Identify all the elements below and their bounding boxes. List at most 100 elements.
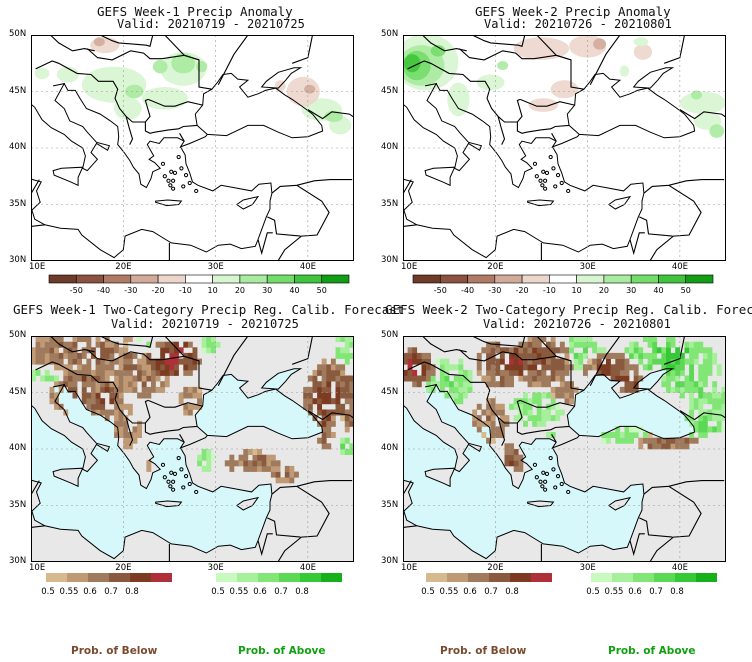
colorbar-swatch [439, 274, 468, 284]
lat-label: 35N [381, 198, 399, 209]
colorbar-label: 0.7 [484, 587, 498, 597]
lon-label: 10E [401, 563, 418, 573]
colorbar-swatch [151, 573, 172, 582]
lat-label: 50N [9, 29, 27, 39]
lon-label: 40E [671, 563, 689, 573]
prob-below-colorbar-2: 0.5 0.55 0.6 0.7 0.8 [421, 573, 552, 597]
colorbar-swatch [612, 573, 633, 582]
colorbar-label: 50 [681, 286, 691, 295]
colorbar-swatch [321, 573, 342, 582]
colorbar-swatch [549, 274, 577, 284]
map-frame [403, 35, 726, 261]
lat-label: 45N [9, 85, 27, 96]
colorbar-label: 0.7 [274, 587, 288, 597]
colorbar-swatch [157, 274, 186, 284]
colorbar-label: 10 [208, 286, 218, 295]
colorbar-label: 0.7 [104, 587, 118, 597]
colorbar-label: 40 [289, 286, 299, 295]
colorbar-swatch [576, 274, 605, 284]
prob-above-title-2: Prob. of Above [608, 645, 696, 657]
lon-label: 10E [29, 563, 46, 573]
lon-label: 30E [579, 563, 596, 573]
colorbar-swatch [321, 274, 350, 284]
map-coastlines [403, 67, 726, 261]
map-grid [31, 35, 354, 261]
lat-label: 50N [9, 330, 27, 340]
panel-2-title: GEFS Week-2 Precip Anomaly [475, 4, 671, 19]
colorbar-label: 0.6 [83, 587, 97, 597]
colorbar-label: 30 [262, 286, 272, 295]
map-borders [403, 35, 726, 261]
colorbar-swatch [266, 274, 295, 284]
colorbar-swatch [48, 274, 77, 284]
lon-label: 40E [671, 262, 689, 272]
colorbar-label: 0.55 [230, 587, 249, 597]
map-frame [403, 336, 726, 562]
lat-label: 45N [9, 386, 27, 397]
colorbar-label: -10 [179, 286, 192, 295]
colorbar-label: 0.5 [41, 587, 55, 597]
map-week1-probability [31, 336, 354, 562]
colorbar-swatch [521, 274, 550, 284]
map-week2-anomaly [403, 35, 726, 261]
colorbar-label: 0.5 [211, 587, 225, 597]
probability-cells [403, 336, 726, 472]
colorbar-swatch [103, 274, 132, 284]
panel-3-valid: Valid: 20210719 - 20210725 [111, 317, 299, 331]
lat-label: 40N [9, 142, 27, 152]
colorbar-swatch [88, 573, 109, 582]
lat-label: 40N [381, 443, 399, 453]
panel-2-valid: Valid: 20210726 - 20210801 [484, 17, 672, 31]
lon-label: 40E [299, 262, 317, 272]
lat-label: 30N [9, 255, 27, 265]
map-borders [403, 336, 726, 562]
colorbar-label: 0.5 [421, 587, 435, 597]
prob-above-colorbar-2: 0.5 0.55 0.6 0.7 0.8 [586, 573, 717, 597]
lon-label: 10E [29, 262, 46, 272]
colorbar-swatch [216, 573, 237, 582]
colorbar-label: 0.6 [253, 587, 267, 597]
colorbar-label: 0.8 [505, 587, 519, 597]
colorbar-swatch [426, 573, 447, 582]
colorbar-swatch [75, 274, 104, 284]
colorbar-label: 30 [626, 286, 636, 295]
prob-below-title-2: Prob. of Below [440, 645, 527, 657]
colorbar-label: 20 [235, 286, 245, 295]
colorbar-swatch [130, 573, 151, 582]
colorbar-label: 0.55 [605, 587, 624, 597]
anomaly-colorbar-1: -50 -40 -30 -20 -10 10 20 30 40 50 [48, 274, 350, 295]
colorbar-swatch [237, 573, 258, 582]
map-frame [31, 35, 354, 261]
panel-1-title: GEFS Week-1 Precip Anomaly [97, 4, 293, 19]
colorbar-label: -10 [543, 286, 556, 295]
panel-3-title: GEFS Week-1 Two-Category Precip Reg. Cal… [13, 302, 405, 317]
lat-label: 40N [381, 142, 399, 152]
prob-below-colorbar-1: 0.5 0.55 0.6 0.7 0.8 [41, 573, 172, 597]
colorbar-label: 0.55 [440, 587, 459, 597]
colorbar-swatch [654, 573, 675, 582]
lon-label: 20E [115, 563, 132, 573]
colorbar-label: 10 [572, 286, 582, 295]
lat-label: 50N [381, 29, 399, 39]
colorbar-swatch [185, 274, 213, 284]
prob-below-title-1: Prob. of Below [71, 645, 158, 657]
colorbar-swatch [633, 573, 654, 582]
colorbar-swatch [46, 573, 67, 582]
map-grid [403, 35, 726, 261]
colorbar-label: 0.6 [628, 587, 642, 597]
colorbar-swatch [494, 274, 523, 284]
colorbar-swatch [300, 573, 321, 582]
colorbar-swatch [630, 274, 659, 284]
colorbar-swatch [109, 573, 130, 582]
colorbar-swatch [212, 274, 241, 284]
lat-label: 45N [381, 85, 399, 96]
lon-label: 40E [299, 563, 317, 573]
lon-label: 10E [401, 262, 418, 272]
lon-label: 20E [487, 563, 504, 573]
colorbar-swatch [67, 573, 88, 582]
colorbar-swatch [279, 573, 300, 582]
lon-label: 30E [207, 262, 224, 272]
colorbar-swatch [130, 274, 159, 284]
map-coastlines [31, 368, 354, 562]
map-frame [31, 336, 354, 562]
